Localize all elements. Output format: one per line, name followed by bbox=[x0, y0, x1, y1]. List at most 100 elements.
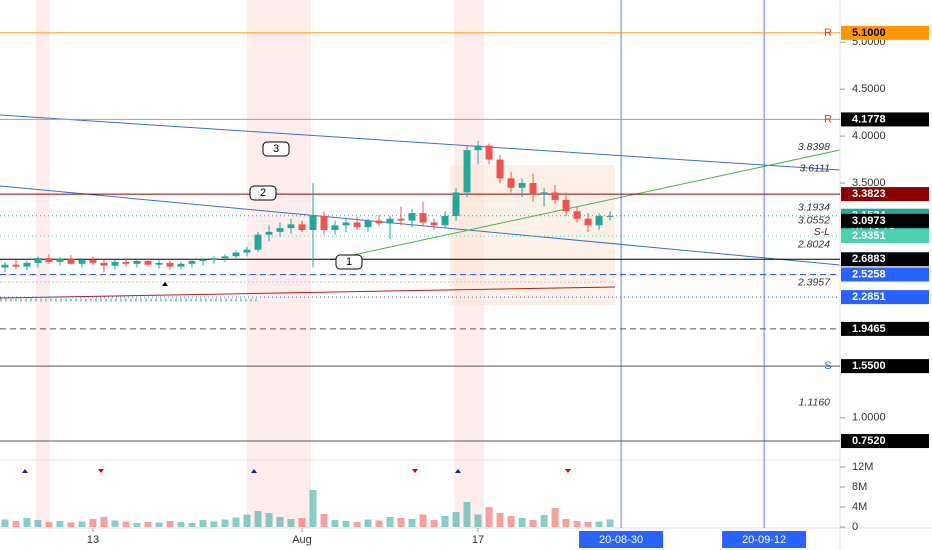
candle-body bbox=[155, 262, 163, 265]
price-tag-label: 1.9465 bbox=[852, 323, 886, 335]
volume-bar bbox=[199, 520, 207, 527]
volume-tick-label: 12M bbox=[852, 461, 873, 473]
volume-bar bbox=[463, 502, 471, 527]
volume-bar bbox=[276, 517, 284, 527]
volume-bar bbox=[518, 518, 526, 527]
candle-body bbox=[430, 222, 438, 226]
candle-body bbox=[177, 263, 185, 267]
volume-bar bbox=[243, 514, 251, 527]
candle-body bbox=[309, 215, 317, 230]
candle-body bbox=[254, 234, 262, 250]
candle-body bbox=[408, 213, 416, 221]
candle-body bbox=[507, 178, 515, 188]
volume-bar bbox=[254, 511, 262, 527]
x-tick-label: 13 bbox=[87, 534, 99, 546]
volume-bar bbox=[430, 520, 438, 527]
price-tag-label: 4.1778 bbox=[852, 113, 886, 125]
volume-bar bbox=[562, 519, 570, 527]
volume-bar bbox=[144, 522, 152, 527]
volume-bar bbox=[122, 521, 130, 527]
price-tag-label: 2.5258 bbox=[852, 268, 886, 280]
price-tag-label: 0.7520 bbox=[852, 435, 886, 447]
volume-bar bbox=[375, 520, 383, 527]
y-tick-label: 1.0000 bbox=[852, 412, 886, 424]
volume-tick-label: 0 bbox=[852, 521, 858, 533]
volume-bar bbox=[45, 522, 53, 527]
price-tag bbox=[841, 434, 929, 449]
candle-body bbox=[232, 252, 240, 257]
price-tag bbox=[841, 267, 929, 282]
volume-bar bbox=[474, 514, 482, 527]
candle-body bbox=[485, 145, 493, 160]
volume-bar bbox=[507, 516, 515, 527]
price-tag bbox=[841, 25, 929, 40]
candle-body bbox=[584, 218, 592, 226]
date-marker-tag bbox=[722, 531, 807, 548]
volume-bar bbox=[364, 519, 372, 527]
trend-lines bbox=[0, 114, 841, 302]
callout-label: 1 bbox=[346, 256, 352, 268]
candle-body bbox=[56, 259, 64, 262]
candle-body bbox=[320, 215, 328, 230]
volume-bar bbox=[287, 519, 295, 527]
volume-bar bbox=[111, 520, 119, 527]
candle-body bbox=[89, 260, 97, 263]
candle-body bbox=[298, 224, 306, 230]
candle-body bbox=[1, 264, 9, 268]
volume-bar bbox=[23, 518, 31, 527]
x-tick-label: 17 bbox=[472, 534, 484, 546]
price-tag-label: 5.1000 bbox=[852, 27, 886, 39]
volume-tick-label: 8M bbox=[852, 481, 867, 493]
candle-body bbox=[474, 145, 482, 151]
volume-bar bbox=[419, 514, 427, 527]
candle-body bbox=[210, 258, 218, 261]
volume-bar bbox=[67, 522, 75, 527]
candle-body bbox=[221, 256, 229, 259]
volume-bar bbox=[78, 521, 86, 527]
candle-body bbox=[243, 249, 251, 253]
x-tick-label: Aug bbox=[292, 534, 312, 546]
volume-bar bbox=[353, 522, 361, 527]
volume-bar bbox=[573, 521, 581, 527]
candle-body bbox=[595, 215, 603, 226]
volume-bar bbox=[320, 514, 328, 527]
candle-body bbox=[144, 260, 152, 265]
callout-box bbox=[249, 185, 277, 201]
volume-bar bbox=[496, 513, 504, 527]
candle-body bbox=[133, 260, 141, 264]
callout-label: 2 bbox=[260, 187, 266, 199]
price-tag-label: 2.2851 bbox=[852, 291, 886, 303]
volume-bar bbox=[265, 513, 273, 527]
price-tag bbox=[841, 187, 929, 202]
volume-bar bbox=[188, 523, 196, 527]
volume-bar bbox=[529, 520, 537, 527]
candle-body bbox=[342, 222, 350, 226]
date-marker-label: 20-09-12 bbox=[742, 534, 786, 546]
candle-body bbox=[540, 192, 548, 195]
candle-body bbox=[34, 258, 42, 263]
volume-bar bbox=[100, 517, 108, 527]
candle-body bbox=[529, 183, 537, 195]
candle-body bbox=[78, 260, 86, 264]
candle-body bbox=[463, 150, 471, 193]
volume-bar bbox=[441, 516, 449, 527]
candle-body bbox=[199, 260, 207, 262]
volume-bar bbox=[452, 512, 460, 527]
level-annotation: 2.8024 bbox=[797, 238, 830, 250]
candle-body bbox=[265, 231, 273, 235]
y-tick-label: 3.5000 bbox=[852, 177, 886, 189]
candle-body bbox=[122, 261, 130, 264]
volume-bar bbox=[540, 515, 548, 527]
candle-body bbox=[331, 225, 339, 230]
volume-bar bbox=[56, 521, 64, 527]
volume-bar bbox=[12, 521, 20, 527]
volume-bar bbox=[386, 517, 394, 527]
candle-body bbox=[188, 260, 196, 264]
signals bbox=[22, 282, 571, 473]
volume-bar bbox=[232, 517, 240, 527]
volume-bar bbox=[606, 519, 614, 527]
candle-body bbox=[375, 220, 383, 224]
callout-box bbox=[262, 141, 290, 157]
candle-body bbox=[276, 228, 284, 232]
